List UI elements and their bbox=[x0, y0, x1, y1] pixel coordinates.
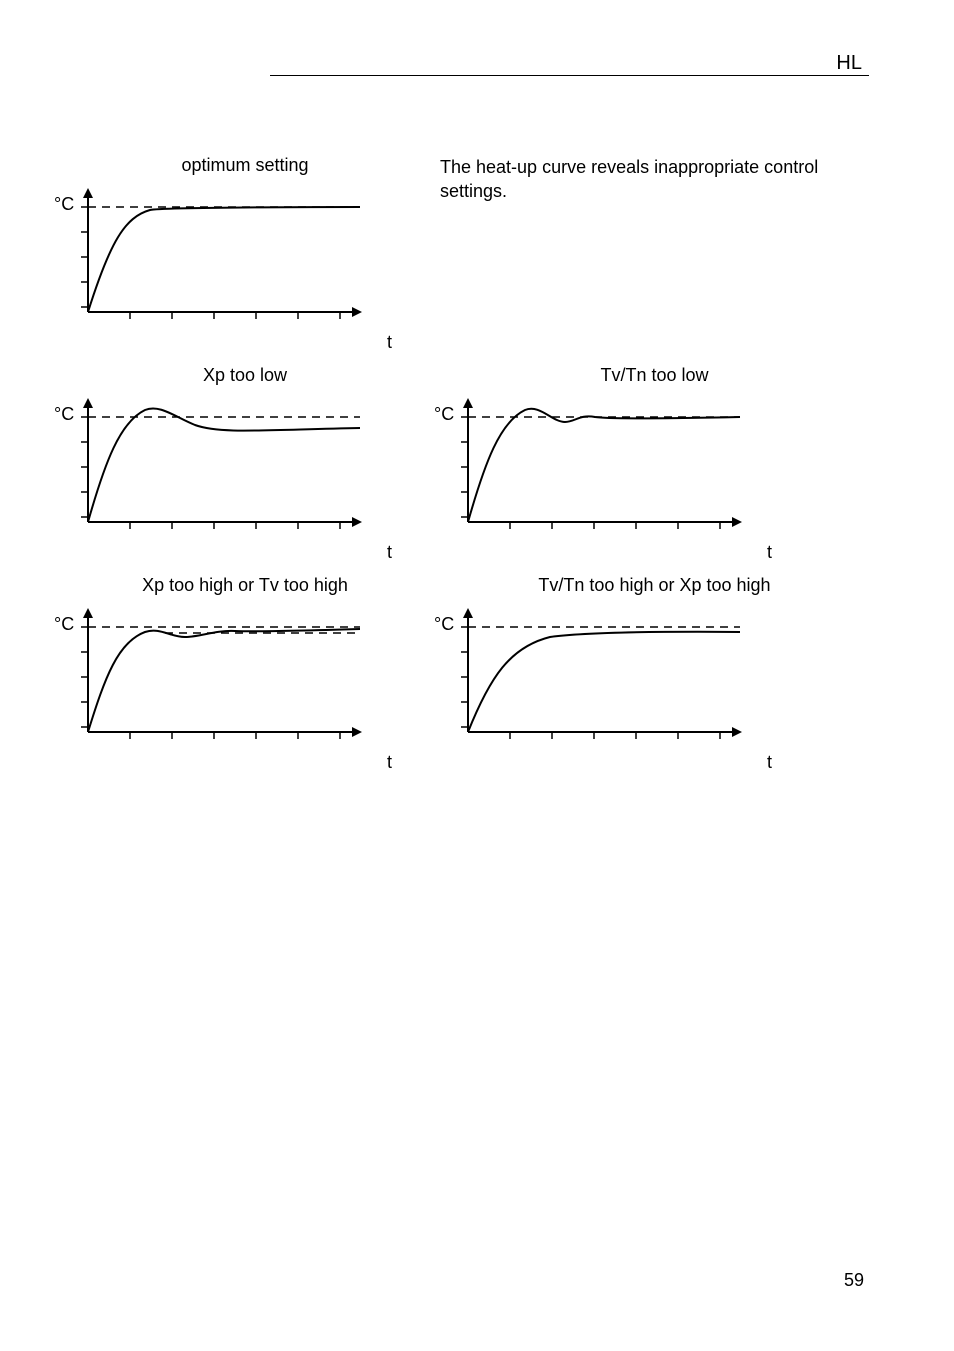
header-divider bbox=[270, 75, 869, 76]
chart-svg bbox=[440, 602, 770, 757]
x-axis-label: t bbox=[387, 332, 392, 353]
y-axis-label: °C bbox=[434, 404, 454, 425]
x-axis-label: t bbox=[767, 542, 772, 563]
chart-svg bbox=[60, 602, 390, 757]
header-code: HL bbox=[836, 52, 862, 75]
x-axis-label: t bbox=[387, 752, 392, 773]
page-number: 59 bbox=[844, 1270, 864, 1291]
chart-title-tvtn-high: Tv/Tn too high or Xp too high bbox=[440, 575, 869, 596]
chart-tvtn-high: °C t bbox=[440, 602, 770, 767]
chart-xp-low: °C t bbox=[60, 392, 390, 557]
main-content: optimum setting °C t The heat-up curve r… bbox=[60, 155, 869, 785]
x-axis-label: t bbox=[767, 752, 772, 773]
y-axis-label: °C bbox=[54, 614, 74, 635]
chart-title-xp-high: Xp too high or Tv too high bbox=[60, 575, 430, 596]
x-axis-label: t bbox=[387, 542, 392, 563]
chart-optimum: °C t bbox=[60, 182, 390, 347]
y-axis-label: °C bbox=[54, 404, 74, 425]
y-axis-label: °C bbox=[434, 614, 454, 635]
y-axis-label: °C bbox=[54, 194, 74, 215]
chart-title-tvtn-low: Tv/Tn too low bbox=[440, 365, 869, 386]
chart-tvtn-low: °C t bbox=[440, 392, 770, 557]
chart-title-xp-low: Xp too low bbox=[60, 365, 430, 386]
chart-svg bbox=[60, 392, 390, 547]
description-text: The heat-up curve reveals inappropriate … bbox=[440, 155, 869, 204]
chart-svg bbox=[60, 182, 390, 337]
chart-title-optimum: optimum setting bbox=[60, 155, 430, 176]
chart-xp-high: °C t bbox=[60, 602, 390, 767]
chart-svg bbox=[440, 392, 770, 547]
